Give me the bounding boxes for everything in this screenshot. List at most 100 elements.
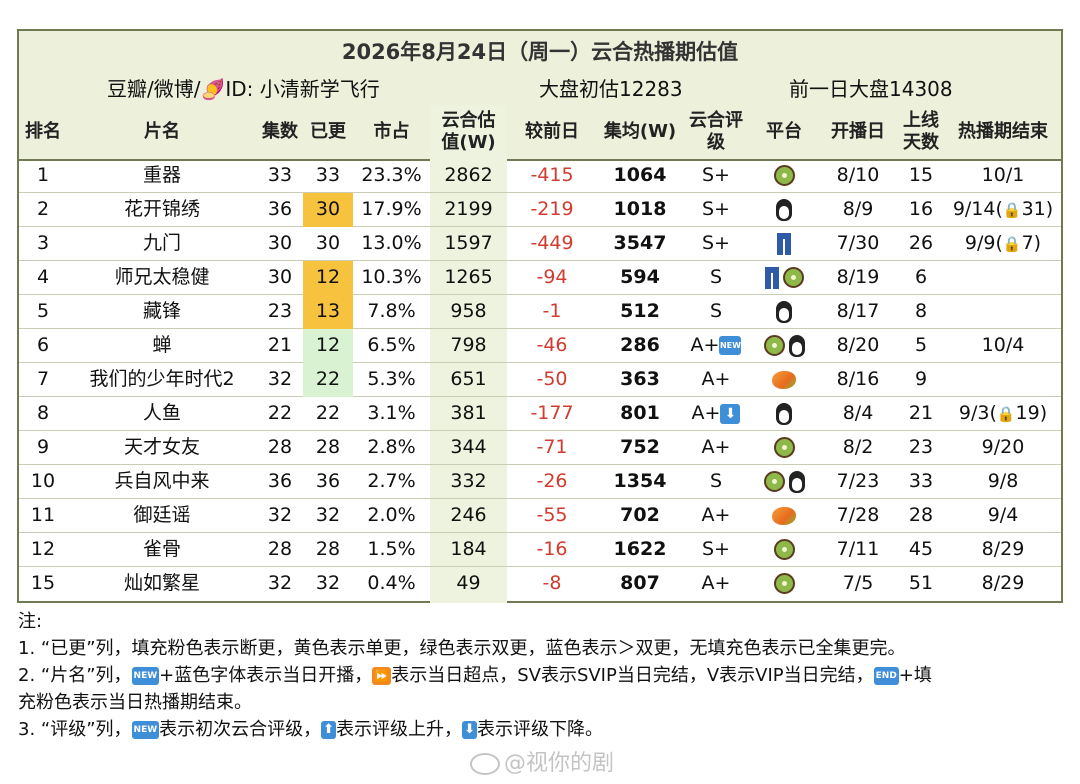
cell-episodes: 36	[267, 470, 293, 492]
cell-rating: S	[683, 465, 749, 499]
cell-avg: 702	[620, 504, 660, 526]
rating-text: A+	[701, 504, 731, 526]
cell-rank: 8	[36, 402, 50, 424]
col-header-platform: 平台	[766, 121, 802, 142]
cell-episodes: 22	[267, 402, 293, 424]
cell-updated: 12	[303, 329, 353, 363]
fast-forward-icon: ⏩	[372, 667, 392, 685]
cell-platforms	[749, 499, 819, 533]
yunhe-value-column-shading	[430, 105, 507, 603]
cell-start: 7/23	[836, 470, 880, 492]
cell-rating: A+	[683, 567, 749, 601]
col-header-avg: 集均(W)	[603, 121, 677, 142]
cell-name: 师兄太稳健	[114, 266, 210, 288]
cell-end: 9/8	[945, 465, 1061, 499]
lock-icon: 🔒	[996, 405, 1016, 423]
lock-days-text: 7)	[1021, 232, 1042, 254]
kiwi-icon	[763, 471, 785, 492]
end-date-text: 9/14(	[952, 198, 1003, 220]
cell-avg: 3547	[613, 232, 667, 254]
lock-days-text: 19)	[1015, 402, 1048, 424]
cell-rank: 15	[30, 572, 56, 594]
cell-rank: 7	[36, 368, 50, 390]
cell-change: -55	[536, 504, 568, 526]
cell-end	[945, 261, 1061, 295]
table-row: 12 雀骨 28 28 1.5% 184 -16 1622 S+ 7/11 45 8/29	[19, 533, 1061, 567]
cell-change: -71	[536, 436, 568, 458]
col-header-rating-line1: 云合评	[689, 110, 743, 131]
end-date-text: 8/29	[981, 538, 1025, 560]
cell-days: 21	[908, 402, 934, 424]
cell-change: -26	[536, 470, 568, 492]
table-row: 9 天才女友 28 28 2.8% 344 -71 752 A+ 8/2 23 9/20	[19, 431, 1061, 465]
cell-updated: 12	[303, 261, 353, 295]
cell-platforms	[749, 295, 819, 329]
note-line-3d: 表示评级下降。	[476, 719, 603, 740]
kiwi-icon	[773, 539, 795, 560]
table-row: 11 御廷谣 32 32 2.0% 246 -55 702 A+ 7/28 28 9/4	[19, 499, 1061, 533]
cell-episodes: 23	[267, 300, 293, 322]
col-header-yunhe-line1: 云合估	[441, 110, 496, 131]
cell-end: 9/3(🔒19)	[945, 397, 1061, 431]
rating-text: A+	[691, 402, 721, 424]
note-line-2-cont: 充粉色表示当日热播期结束。	[18, 692, 252, 713]
cell-change: -94	[536, 266, 568, 288]
new-badge-icon: NEW	[719, 336, 742, 355]
cell-value: 798	[450, 334, 487, 356]
lock-icon: 🔒	[1002, 201, 1022, 219]
note-line-1: 1. “已更”列，填充粉色表示断更，黄色表示单更，绿色表示双更，蓝色表示＞双更，…	[18, 638, 906, 659]
cell-avg: 286	[620, 334, 660, 356]
cell-episodes: 32	[267, 572, 293, 594]
cell-episodes: 28	[267, 436, 293, 458]
col-header-yunhe-value: 云合估 值(W)	[430, 105, 507, 159]
down-arrow-icon: ⬇	[462, 721, 477, 739]
end-date-text: 8/29	[981, 572, 1025, 594]
cell-rating: S+	[683, 159, 749, 193]
previous-day-total: 前一日大盘14308	[789, 77, 953, 101]
rating-text: S	[709, 266, 723, 288]
new-badge-icon: NEW	[131, 667, 160, 685]
cell-episodes: 28	[267, 538, 293, 560]
cell-share: 17.9%	[361, 198, 422, 220]
cell-value: 651	[450, 368, 487, 390]
cell-value: 2862	[444, 164, 493, 186]
note-line-3c: 表示评级上升，	[336, 719, 463, 740]
col-header-end: 热播期结束	[958, 121, 1048, 142]
cell-share: 1.5%	[367, 538, 416, 560]
mango-icon	[772, 370, 796, 389]
watermark-text: @视你的剧	[504, 751, 615, 776]
cell-start: 8/4	[842, 402, 874, 424]
cell-updated: 30	[315, 232, 341, 254]
cell-episodes: 33	[267, 164, 293, 186]
cell-avg: 801	[620, 402, 660, 424]
cell-end: 9/14(🔒31)	[945, 193, 1061, 227]
cell-platforms	[749, 567, 819, 601]
penguin-icon	[776, 198, 792, 221]
cell-share: 3.1%	[367, 402, 416, 424]
cell-name: 花开锦绣	[123, 198, 200, 220]
new-badge-icon: NEW	[131, 721, 160, 739]
cell-days: 6	[914, 266, 928, 288]
cell-avg: 1354	[613, 470, 667, 492]
cell-change: -1	[542, 300, 562, 322]
cell-updated: 32	[315, 504, 341, 526]
cell-updated: 22	[303, 363, 353, 397]
cell-share: 23.3%	[361, 164, 422, 186]
col-header-days: 上线 天数	[897, 105, 945, 159]
cell-days: 8	[914, 300, 928, 322]
cell-start: 8/19	[836, 266, 880, 288]
kiwi-icon	[773, 165, 795, 186]
cell-platforms	[749, 227, 819, 261]
cell-value: 332	[450, 470, 487, 492]
cell-name: 天才女友	[123, 436, 200, 458]
cell-end	[945, 295, 1061, 329]
table-row: 5 藏锋 23 13 7.8% 958 -1 512 S 8/17 8	[19, 295, 1061, 329]
cell-change: -16	[536, 538, 568, 560]
cell-rank: 6	[36, 334, 50, 356]
cell-episodes: 30	[267, 266, 293, 288]
cell-value: 1597	[444, 232, 493, 254]
cell-value: 381	[450, 402, 487, 424]
cell-episodes: 30	[267, 232, 293, 254]
cell-start: 8/9	[842, 198, 874, 220]
cell-rank: 11	[30, 504, 56, 526]
